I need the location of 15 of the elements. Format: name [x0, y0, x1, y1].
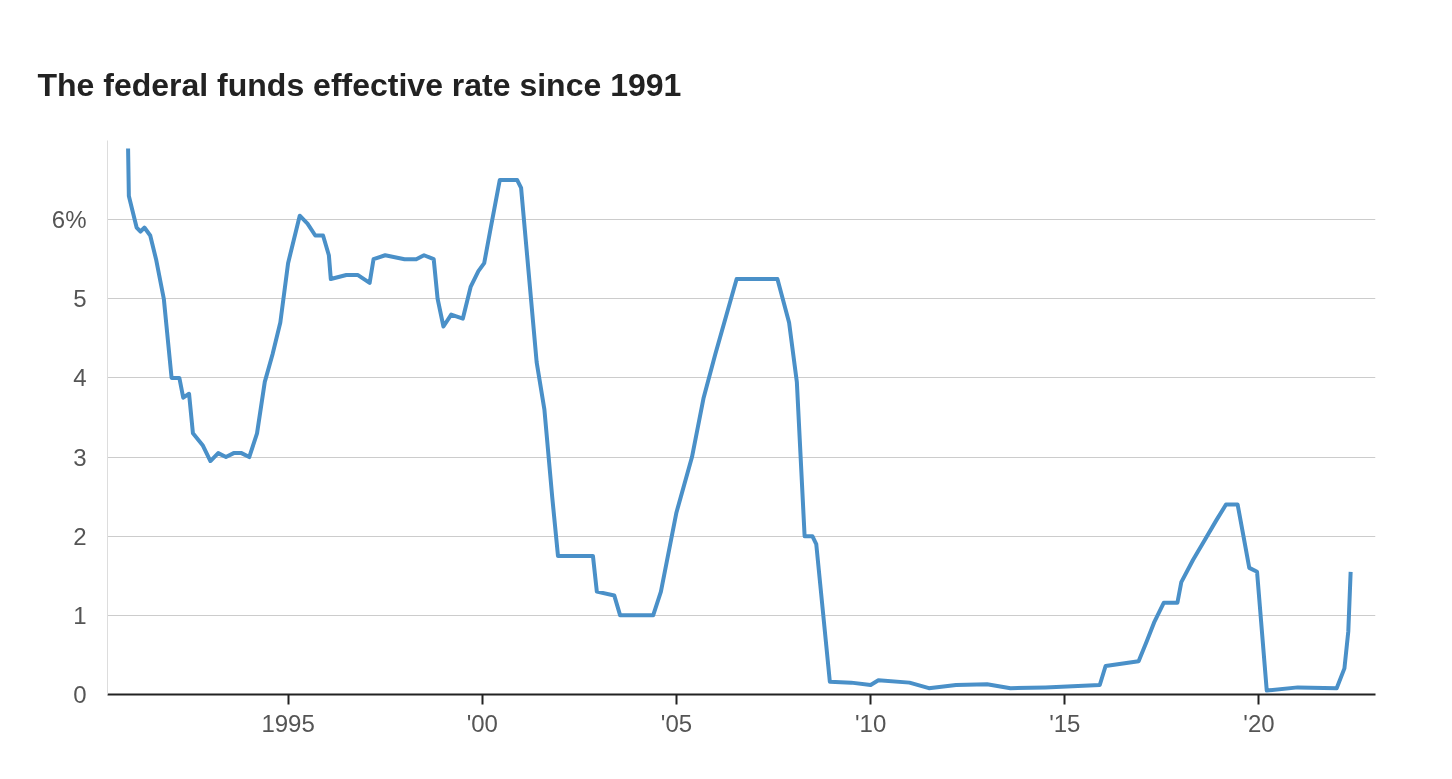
y-tick-label: 1 — [73, 601, 87, 629]
x-tick-label: 1995 — [261, 709, 315, 737]
x-tick-label: '10 — [854, 709, 887, 737]
x-tick-label: '05 — [660, 709, 693, 737]
y-tick-label: 3 — [73, 443, 87, 471]
x-tick-label: '00 — [466, 709, 498, 737]
x-tick-label: '20 — [1243, 709, 1275, 737]
x-tick-label: '15 — [1049, 709, 1081, 737]
y-tick-label: 5 — [73, 285, 87, 313]
y-tick-label: 0 — [73, 681, 87, 708]
y-tick-label: 2 — [73, 522, 87, 550]
line-series — [126, 146, 1353, 693]
y-tick-label: 6% — [51, 206, 87, 234]
y-tick-label: 4 — [73, 364, 87, 392]
chart-title: The federal funds effective rate since 1991 — [37, 67, 682, 103]
